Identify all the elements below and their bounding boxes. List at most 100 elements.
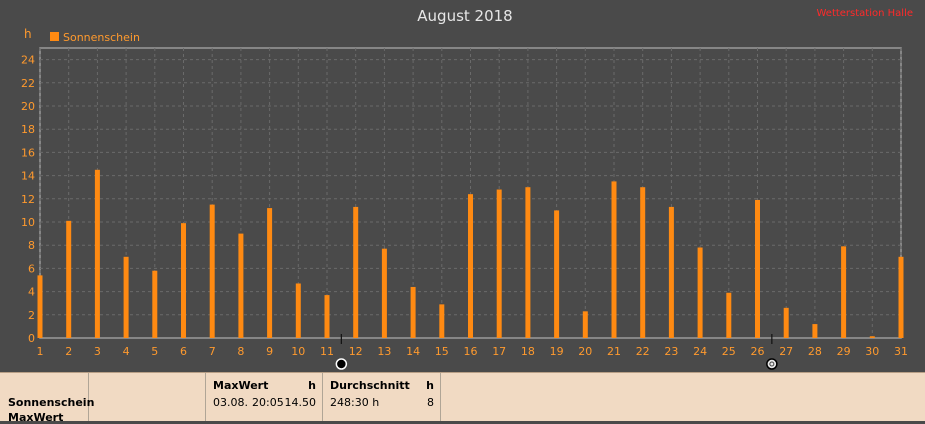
- bar: [668, 206, 674, 338]
- bar: [697, 247, 703, 338]
- new-moon-icon: [335, 358, 348, 370]
- x-tick-label: 30: [865, 345, 879, 358]
- x-tick-label: 3: [94, 345, 101, 358]
- bar: [209, 204, 215, 338]
- avg-title: Durchschnitt: [330, 379, 410, 392]
- legend-label: Sonnenschein: [63, 31, 140, 44]
- y-tick-label: 18: [21, 123, 35, 136]
- avg-total: 248:30 h: [330, 396, 380, 409]
- bar: [554, 210, 560, 338]
- y-unit-label: h: [24, 27, 32, 41]
- footer-avg-column: Durchschnitt h 248:30 h 8: [323, 373, 441, 421]
- max-unit: h: [308, 379, 316, 392]
- x-tick-label: 25: [722, 345, 736, 358]
- x-tick-label: 5: [151, 345, 158, 358]
- max-value: 14.50: [284, 396, 317, 409]
- x-tick-label: 10: [291, 345, 305, 358]
- y-tick-label: 2: [28, 309, 35, 322]
- max-title: MaxWert: [213, 379, 269, 392]
- x-tick-label: 26: [751, 345, 765, 358]
- x-tick-label: 29: [837, 345, 851, 358]
- bar: [726, 292, 732, 338]
- x-tick-label: 20: [578, 345, 592, 358]
- bar: [267, 208, 273, 338]
- summary-footer: Sonnenschein MaxWert MaxWert h 03.08. 20…: [0, 372, 925, 424]
- bar: [898, 256, 904, 338]
- x-tick-label: 13: [377, 345, 391, 358]
- full-moon-icon: [766, 358, 778, 370]
- x-tick-label: 21: [607, 345, 621, 358]
- bar: [37, 275, 43, 338]
- y-tick-label: 12: [21, 193, 35, 206]
- max-date: 03.08.: [213, 396, 248, 409]
- bar: [410, 286, 416, 338]
- x-tick-label: 16: [464, 345, 478, 358]
- bar: [525, 187, 531, 338]
- max-time: 20:05: [252, 396, 284, 409]
- x-tick-label: 1: [37, 345, 44, 358]
- bar: [496, 189, 502, 338]
- bar: [841, 246, 847, 338]
- x-tick-label: 17: [492, 345, 506, 358]
- x-tick-label: 23: [664, 345, 678, 358]
- y-tick-label: 20: [21, 100, 35, 113]
- y-tick-label: 0: [28, 332, 35, 345]
- y-tick-label: 24: [21, 54, 35, 67]
- avg-unit: h: [426, 379, 434, 392]
- station-link: Wetterstation Halle: [816, 8, 913, 19]
- bar: [324, 295, 330, 338]
- bar: [381, 248, 387, 338]
- bar: [783, 307, 789, 338]
- x-tick-label: 18: [521, 345, 535, 358]
- x-tick-label: 2: [65, 345, 72, 358]
- x-tick-label: 8: [237, 345, 244, 358]
- bar: [611, 181, 617, 338]
- footer-row-label: Sonnenschein: [8, 396, 95, 409]
- x-tick-label: 15: [435, 345, 449, 358]
- bar: [640, 187, 646, 338]
- x-tick-label: 19: [550, 345, 564, 358]
- bar: [353, 206, 359, 338]
- bar: [468, 194, 473, 338]
- bar: [869, 336, 875, 338]
- y-tick-label: 22: [21, 77, 35, 90]
- y-tick-label: 10: [21, 216, 35, 229]
- bar: [439, 304, 445, 338]
- y-tick-label: 16: [21, 146, 35, 159]
- x-tick-label: 9: [266, 345, 273, 358]
- bar: [582, 311, 588, 338]
- x-tick-label: 28: [808, 345, 822, 358]
- x-tick-label: 7: [209, 345, 216, 358]
- footer-row-label-2: MaxWert: [8, 411, 64, 424]
- footer-max-column: MaxWert h 03.08. 20:05 14.50: [206, 373, 323, 421]
- x-tick-label: 12: [349, 345, 363, 358]
- x-tick-label: 22: [636, 345, 650, 358]
- x-tick-label: 6: [180, 345, 187, 358]
- bar: [755, 199, 760, 338]
- bar: [123, 256, 129, 338]
- chart-area: 0 2 4 6 8 10 12 14 16 18 20 22 24 1 2 3 4 5 6 7 8 9 10 11 12 13 14…: [21, 7, 913, 370]
- y-tick-label: 4: [28, 286, 35, 299]
- x-tick-label: 24: [693, 345, 707, 358]
- y-tick-label: 6: [28, 262, 35, 275]
- x-tick-label: 14: [406, 345, 420, 358]
- footer-label-column: Sonnenschein MaxWert: [0, 373, 94, 424]
- legend-swatch: [50, 32, 59, 41]
- x-tick-label: 4: [123, 345, 130, 358]
- full-moon-icon-inner: [769, 361, 775, 367]
- bar: [152, 270, 158, 338]
- bar: [181, 223, 186, 338]
- bar: [295, 283, 301, 338]
- avg-value: 8: [427, 396, 434, 409]
- bar: [66, 220, 72, 338]
- x-tick-label: 11: [320, 345, 334, 358]
- y-tick-label: 14: [21, 170, 35, 183]
- y-tick-label: 8: [28, 239, 35, 252]
- bar: [238, 233, 244, 338]
- bar: [812, 324, 818, 338]
- x-tick-label: 27: [779, 345, 793, 358]
- bar: [94, 169, 100, 338]
- x-tick-label: 31: [894, 345, 908, 358]
- chart-title: August 2018: [417, 7, 512, 25]
